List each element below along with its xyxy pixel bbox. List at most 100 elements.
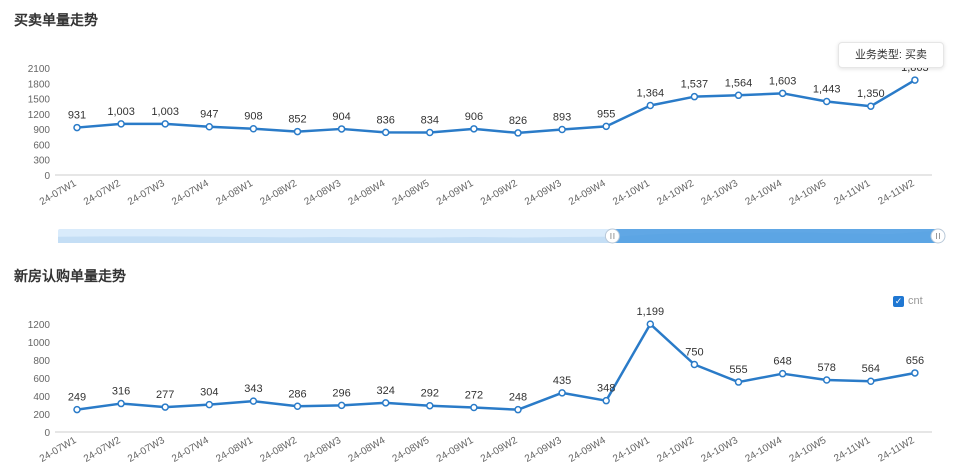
data-point[interactable] — [470, 403, 478, 412]
data-point[interactable] — [778, 89, 787, 98]
data-point[interactable] — [690, 360, 699, 369]
data-point[interactable] — [734, 378, 743, 386]
y-tick-label: 1800 — [28, 79, 51, 90]
data-label: 750 — [685, 347, 703, 359]
data-point[interactable] — [73, 405, 81, 414]
top-chart-title: 买卖单量走势 — [14, 12, 98, 28]
data-label: 324 — [377, 385, 395, 397]
data-point[interactable] — [867, 377, 875, 385]
legend[interactable]: ✓ cnt — [893, 295, 923, 307]
data-point[interactable] — [911, 76, 919, 84]
data-label: 1,003 — [107, 106, 135, 118]
data-label: 1,350 — [857, 88, 885, 100]
data-point[interactable] — [117, 120, 125, 128]
data-point[interactable] — [426, 401, 434, 410]
data-point[interactable] — [205, 400, 214, 409]
y-tick-label: 300 — [33, 156, 50, 167]
zoom-selection[interactable] — [612, 229, 938, 243]
data-point[interactable] — [822, 376, 831, 384]
data-label: 908 — [244, 111, 262, 123]
data-point[interactable] — [337, 125, 346, 133]
data-point[interactable] — [514, 405, 522, 414]
y-tick-label: 1000 — [28, 338, 51, 349]
data-label: 893 — [553, 111, 571, 123]
y-tick-label: 1500 — [28, 95, 51, 106]
data-label: 1,443 — [813, 83, 841, 95]
data-point[interactable] — [117, 399, 125, 408]
y-tick-label: 200 — [33, 410, 50, 421]
data-point[interactable] — [646, 320, 655, 328]
data-point[interactable] — [73, 123, 81, 132]
series-line — [76, 79, 916, 135]
data-point[interactable] — [602, 122, 610, 131]
y-tick-label: 0 — [44, 428, 50, 439]
data-point[interactable] — [911, 369, 919, 377]
data-point[interactable] — [293, 127, 302, 136]
data-point[interactable] — [470, 125, 478, 133]
data-point[interactable] — [867, 102, 875, 110]
data-point[interactable] — [646, 101, 655, 110]
x-tick-label: 24-07W1 — [38, 435, 79, 465]
data-point[interactable] — [337, 401, 346, 410]
data-label: 578 — [818, 362, 836, 374]
data-label: 296 — [332, 387, 350, 399]
data-point[interactable] — [558, 389, 566, 397]
legend-checkbox[interactable]: ✓ — [893, 295, 904, 307]
data-label: 292 — [421, 388, 439, 400]
bottom-chart-title: 新房认购单量走势 — [14, 268, 126, 284]
data-label: 1,199 — [637, 306, 665, 318]
data-point[interactable] — [778, 369, 787, 378]
data-point[interactable] — [205, 122, 214, 131]
data-label: 316 — [112, 386, 130, 398]
y-tick-label: 2100 — [28, 64, 51, 75]
data-label: 435 — [553, 375, 571, 387]
data-label: 836 — [377, 114, 395, 126]
zoom-handle-left[interactable] — [604, 228, 620, 244]
x-tick-label: 24-07W4 — [170, 435, 211, 465]
x-tick-label: 24-10W3 — [699, 435, 740, 465]
data-label: 1,603 — [769, 75, 797, 87]
data-label: 656 — [906, 355, 924, 367]
data-point[interactable] — [602, 396, 610, 405]
data-label: 834 — [421, 115, 439, 127]
data-label: 1,364 — [637, 88, 665, 100]
data-label: 304 — [200, 387, 218, 399]
y-tick-label: 900 — [33, 125, 50, 136]
tooltip: 业务类型: 买卖 — [838, 42, 944, 68]
x-tick-label: 24-08W3 — [302, 435, 343, 465]
y-tick-label: 1200 — [28, 320, 51, 331]
data-point[interactable] — [161, 120, 169, 128]
y-tick-label: 600 — [33, 140, 50, 151]
data-point[interactable] — [690, 92, 699, 101]
data-point[interactable] — [161, 403, 169, 411]
data-point[interactable] — [249, 124, 258, 133]
data-point[interactable] — [558, 125, 566, 134]
data-label: 931 — [68, 110, 86, 122]
x-tick-label: 24-10W1 — [611, 435, 652, 465]
data-label: 343 — [244, 383, 262, 395]
data-label: 906 — [465, 111, 483, 123]
y-tick-label: 0 — [44, 171, 50, 182]
data-point[interactable] — [514, 129, 522, 137]
data-point[interactable] — [249, 397, 258, 405]
y-tick-label: 800 — [33, 356, 50, 367]
data-point[interactable] — [293, 402, 302, 411]
x-tick-label: 24-09W2 — [479, 435, 520, 465]
data-label: 1,564 — [725, 77, 753, 89]
data-point[interactable] — [381, 399, 390, 407]
x-tick-label: 24-10W2 — [655, 435, 696, 465]
data-point[interactable] — [734, 91, 743, 100]
data-point[interactable] — [381, 128, 390, 137]
data-point[interactable] — [426, 128, 434, 137]
data-point[interactable] — [822, 97, 831, 106]
data-label: 852 — [288, 114, 306, 126]
data-label: 955 — [597, 108, 615, 120]
x-tick-label: 24-08W4 — [347, 435, 388, 465]
x-tick-label: 24-11W1 — [832, 435, 872, 465]
data-label: 564 — [862, 363, 880, 375]
y-tick-label: 600 — [33, 374, 50, 385]
zoom-handle-right[interactable] — [930, 228, 946, 244]
x-tick-label: 24-08W1 — [214, 435, 255, 465]
y-tick-label: 400 — [33, 392, 50, 403]
